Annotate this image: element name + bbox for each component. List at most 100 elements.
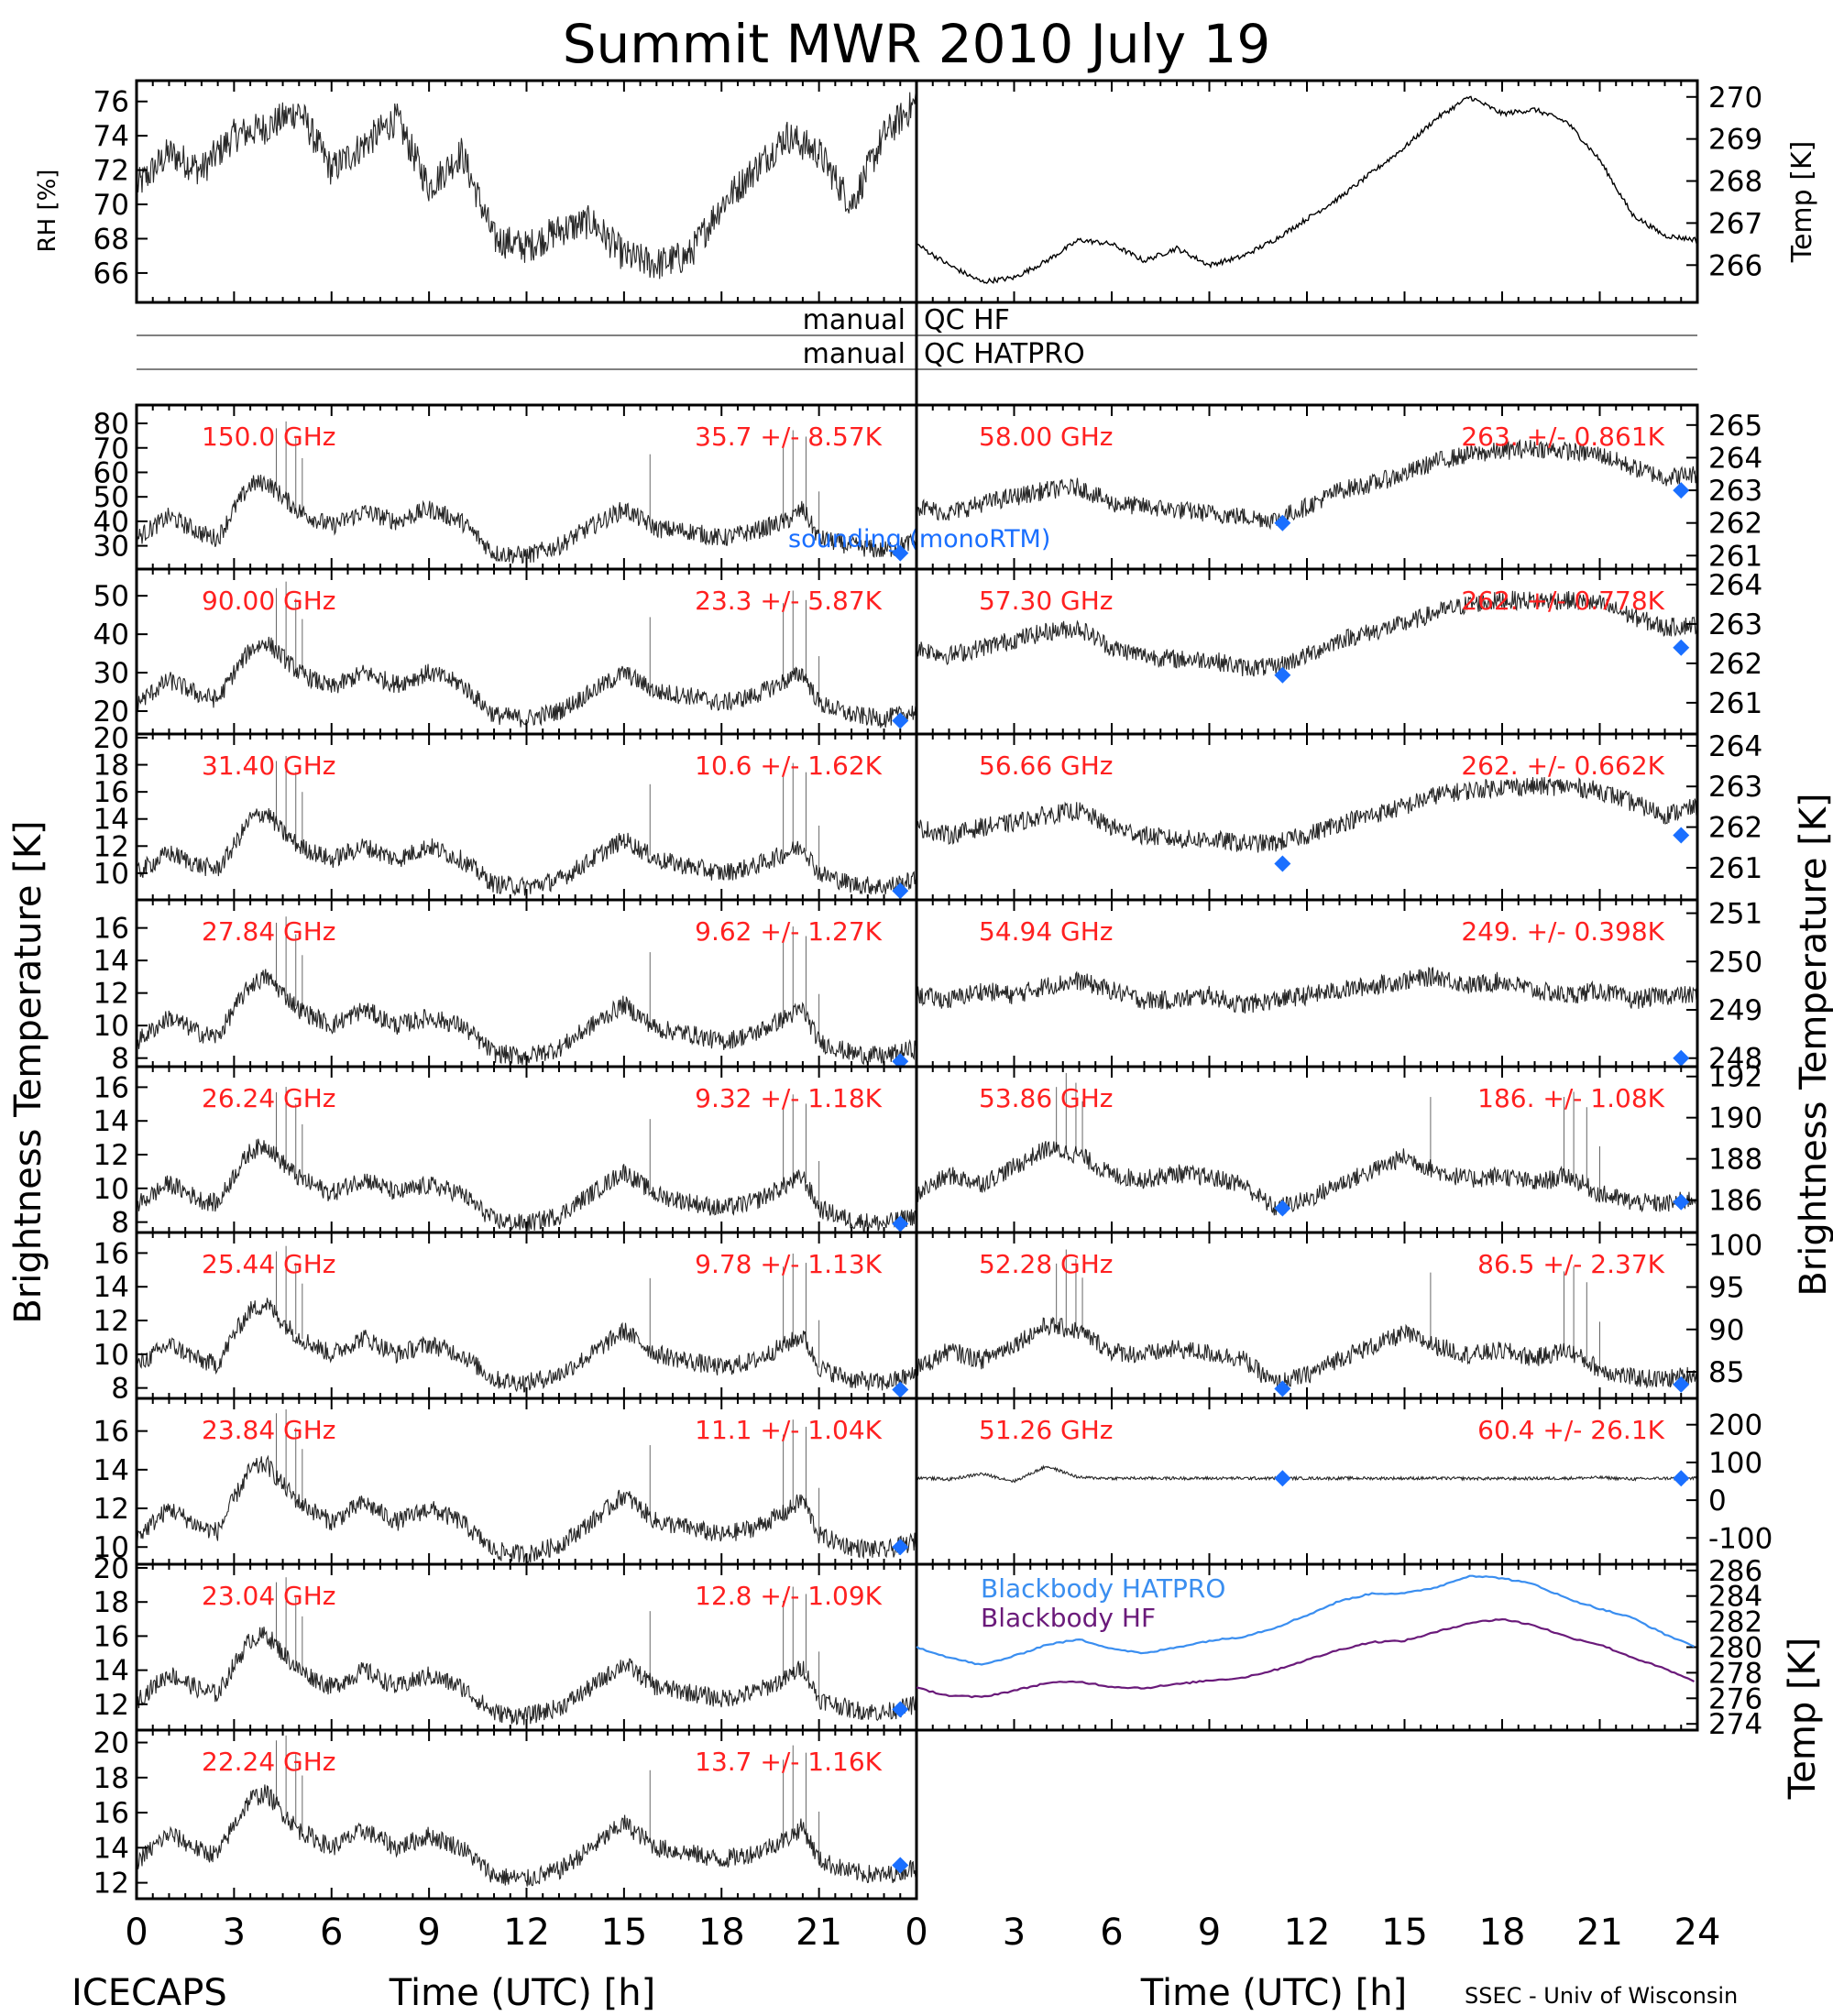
y-tick-label: 30 <box>93 531 129 564</box>
y-tick-label: 16 <box>93 913 129 946</box>
y-tick-label: -100 <box>1708 1522 1773 1555</box>
panel-ch5494: 248 249 250 251 54.94 GHz 249. +/- 0.398K <box>915 898 1762 1076</box>
y-tick-label: 14 <box>93 1454 129 1487</box>
y-tick-label: 12 <box>93 978 129 1011</box>
channel-stats: 249. +/- 0.398K <box>1461 916 1664 947</box>
y-tick-label: 40 <box>93 619 129 652</box>
y-tick-label: 286 <box>1708 1555 1762 1588</box>
x-tick-label: 0 <box>905 1912 927 1954</box>
y-tick-label: 264 <box>1708 569 1762 602</box>
y-tick-label: 264 <box>1708 442 1762 475</box>
x-axis-left: 0 3 6 9 12 15 18 21 <box>125 1912 842 1954</box>
y-tick-label: 80 <box>93 408 129 441</box>
x-tick-label: 18 <box>698 1912 745 1954</box>
y-tick-label: 261 <box>1708 540 1762 573</box>
y-tick-label: 278 <box>1708 1657 1762 1690</box>
sounding-marker <box>1673 827 1690 844</box>
channel-label: 31.40 GHz <box>202 751 336 781</box>
channel-label: 25.44 GHz <box>202 1249 336 1279</box>
y-tick-label: 284 <box>1708 1581 1762 1614</box>
x-axis-label-right: Time (UTC) [h] <box>1140 1972 1407 2014</box>
y-tick-label: 72 <box>93 155 129 188</box>
channel-stats: 262. +/- 0.778K <box>1461 586 1664 616</box>
data-trace <box>137 807 917 897</box>
sounding-marker <box>1673 639 1690 656</box>
sounding-marker <box>892 1857 909 1874</box>
y-tick-label: 50 <box>93 481 129 514</box>
channel-stats: 262. +/- 0.662K <box>1461 751 1664 781</box>
y-tick-label: 14 <box>93 1271 129 1304</box>
y-tick-label: 269 <box>1708 124 1762 157</box>
channel-label: 52.28 GHz <box>979 1249 1114 1279</box>
series-line-blackbody-hf <box>916 1617 1696 1699</box>
channel-label: 23.84 GHz <box>202 1415 336 1445</box>
channel-stats: 12.8 +/- 1.09K <box>695 1581 882 1611</box>
y-tick-label: 12 <box>93 1689 129 1722</box>
qc-hf-label-left: manual <box>803 304 906 336</box>
y-tick-label: 30 <box>93 657 129 690</box>
channel-label: 56.66 GHz <box>979 751 1114 781</box>
x-axis-label-left: Time (UTC) [h] <box>389 1972 655 2014</box>
sounding-marker <box>1274 514 1291 531</box>
qc-hf-label-right: QC HF <box>924 304 1010 336</box>
channel-label: 54.94 GHz <box>979 916 1114 947</box>
sounding-marker <box>1673 482 1690 499</box>
sounding-marker <box>1673 1470 1690 1487</box>
y-tick-label: 8 <box>111 1207 129 1240</box>
y-tick-label: 16 <box>93 776 129 809</box>
y-tick-label: 14 <box>93 1832 129 1865</box>
y-tick-label: 12 <box>93 830 129 863</box>
channel-stats: 9.78 +/- 1.13K <box>695 1249 882 1279</box>
qc-hatpro-label-left: manual <box>803 338 906 370</box>
y-tick-label: 8 <box>111 1043 129 1076</box>
figure-title: Summit MWR 2010 July 19 <box>563 13 1271 75</box>
channel-stats: 9.32 +/- 1.18K <box>695 1083 882 1113</box>
series-line-blackbody-hatpro <box>916 1574 1695 1666</box>
channel-stats: 10.6 +/- 1.62K <box>695 751 882 781</box>
channel-label: 150.0 GHz <box>202 422 336 452</box>
x-tick-label: 12 <box>1284 1912 1331 1954</box>
y-tick-label: 14 <box>93 945 129 978</box>
y-tick-label: 16 <box>93 1071 129 1104</box>
channel-label: 51.26 GHz <box>979 1415 1114 1445</box>
sounding-marker <box>892 1215 909 1233</box>
y-tick-label: 90 <box>1708 1314 1744 1347</box>
y-tick-label: 8 <box>111 1373 129 1406</box>
channel-label: 53.86 GHz <box>979 1083 1114 1113</box>
x-tick-label: 6 <box>320 1912 343 1954</box>
y-tick-label: 12 <box>93 1139 129 1172</box>
rh-y-label: RH [%] <box>34 170 61 253</box>
data-line <box>916 95 1698 284</box>
left-footer: ICECAPS <box>71 1972 227 2014</box>
y-tick-label: 14 <box>93 804 129 837</box>
y-tick-label: 12 <box>93 1868 129 1901</box>
y-tick-label: 0 <box>1708 1485 1727 1517</box>
panel-ch5126: -100 0 100 200 51.26 GHz 60.4 +/- 26.1K <box>915 1397 1773 1566</box>
panel-temp: 266 267 268 269 270 <box>915 79 1762 304</box>
sounding-marker <box>892 544 909 562</box>
legend-blackbody-hf: Blackbody HF <box>981 1603 1156 1633</box>
qc-hf-row: manual QC HF <box>137 304 1697 336</box>
sounding-marker <box>1673 1193 1690 1211</box>
channel-stats: 186. +/- 1.08K <box>1477 1083 1664 1113</box>
y-tick-label: 10 <box>93 858 129 891</box>
x-tick-label: 21 <box>796 1912 842 1954</box>
y-tick-label: 74 <box>93 120 129 153</box>
x-tick-label: 15 <box>600 1912 647 1954</box>
y-tick-label: 261 <box>1708 687 1762 720</box>
y-tick-label: 85 <box>1708 1356 1744 1389</box>
y-tick-label: 20 <box>93 722 129 755</box>
channel-label: 57.30 GHz <box>979 586 1114 616</box>
y-tick-label: 20 <box>93 1552 129 1585</box>
y-tick-label: 250 <box>1708 946 1762 979</box>
y-tick-label: 263 <box>1708 475 1762 508</box>
channel-label: 23.04 GHz <box>202 1581 336 1611</box>
channel-stats: 9.62 +/- 1.27K <box>695 916 882 947</box>
y-tick-label: 12 <box>93 1493 129 1526</box>
channel-stats: 23.3 +/- 5.87K <box>695 586 882 616</box>
y-tick-label: 249 <box>1708 994 1762 1027</box>
